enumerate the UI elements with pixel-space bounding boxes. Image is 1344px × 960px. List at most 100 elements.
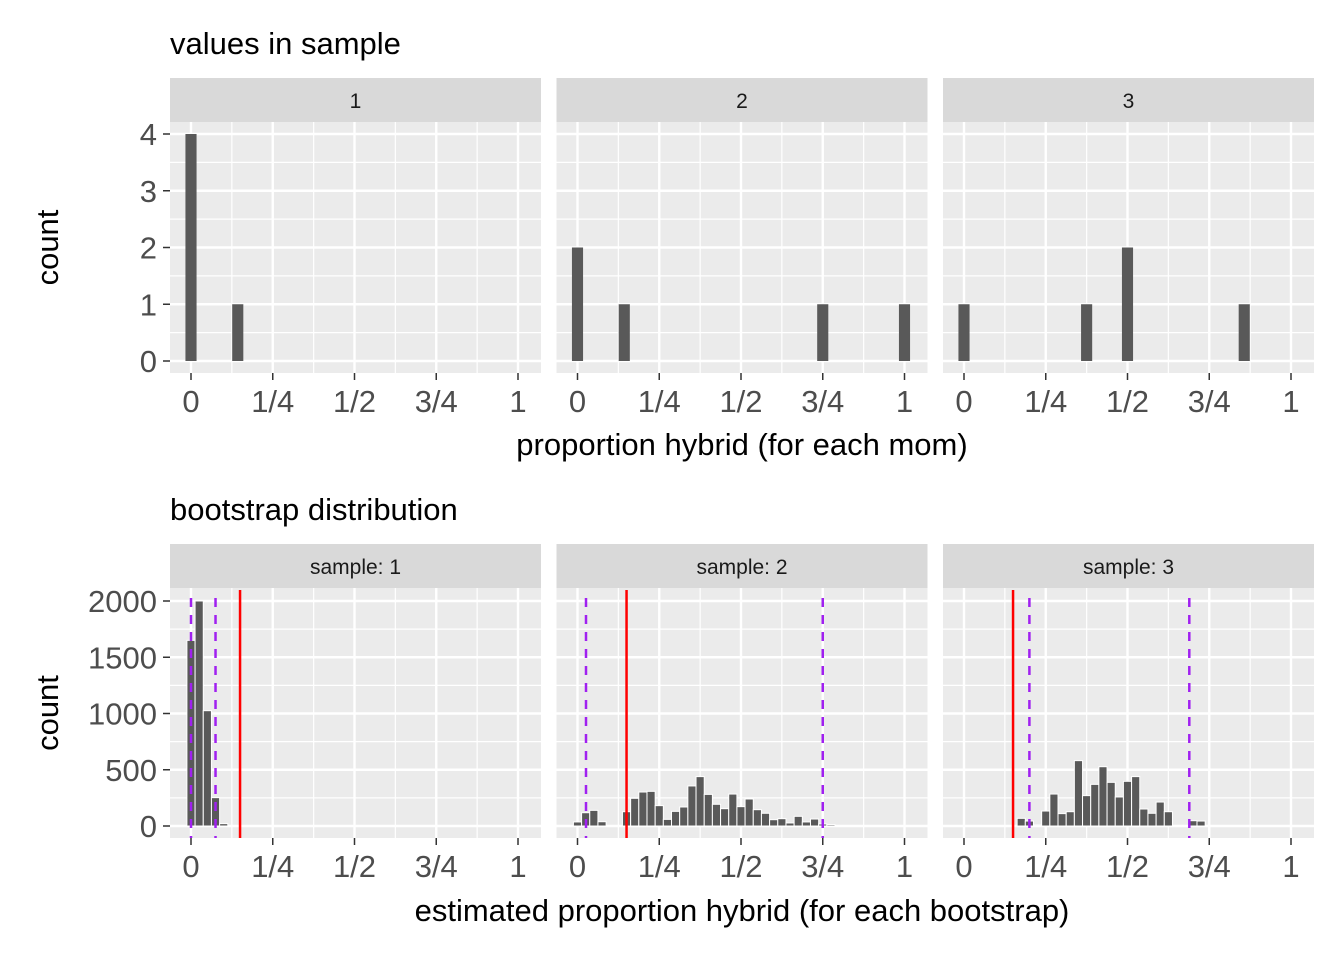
histogram-bar: [679, 806, 689, 827]
x-tick-label: 1/4: [251, 849, 294, 884]
histogram-bar: [728, 793, 738, 827]
y-tick-label: 1500: [88, 640, 157, 675]
facet-strip: [943, 78, 1314, 122]
facet-panel: 1 0 1/4 1/2 3/4 1: [170, 78, 541, 419]
x-tick-label: 1/2: [1106, 849, 1149, 884]
histogram-bar: [185, 134, 197, 361]
histogram-bar: [232, 304, 244, 361]
facet-strip-label: 2: [736, 90, 748, 113]
x-tick-label: 0: [955, 849, 972, 884]
histogram-bar: [769, 819, 779, 827]
histogram-bar: [638, 791, 648, 827]
x-tick-label: 0: [182, 384, 199, 419]
plot-title: bootstrap distribution: [170, 492, 458, 527]
x-tick-label: 1/2: [333, 849, 376, 884]
x-tick-label: 1/2: [719, 849, 762, 884]
histogram-bar: [736, 806, 746, 827]
x-tick-label: 1/4: [1024, 384, 1067, 419]
histogram-bar: [760, 812, 771, 827]
histogram-bar: [1057, 813, 1067, 827]
x-tick-label: 0: [182, 849, 199, 884]
x-axis-title: proportion hybrid (for each mom): [516, 427, 967, 462]
x-tick-label: 1: [1282, 384, 1299, 419]
histogram-bar: [1155, 801, 1165, 827]
histogram-bar: [1147, 812, 1157, 827]
y-axis-title: count: [30, 675, 65, 751]
x-tick-label: 1/4: [638, 384, 681, 419]
x-tick-label: 3/4: [415, 384, 458, 419]
histogram-bar: [1121, 247, 1134, 361]
facet-panel: 2 0 1/4 1/2 3/4 1: [556, 78, 928, 419]
histogram-bar: [671, 810, 681, 827]
facet-strip-label: sample: 3: [1083, 556, 1174, 579]
x-tick-label: 1/2: [333, 384, 376, 419]
histogram-bar: [1016, 817, 1026, 827]
x-tick-label: 3/4: [801, 384, 844, 419]
facet-strip-label: sample: 2: [696, 556, 787, 579]
x-tick-label: 3/4: [801, 849, 844, 884]
histogram-bar: [817, 304, 829, 361]
histogram-bar: [1122, 780, 1133, 827]
histogram-bar: [1049, 793, 1059, 827]
y-axis-title: count: [30, 209, 65, 285]
histogram-bar: [618, 304, 630, 361]
histogram-bar: [859, 824, 869, 827]
histogram-bar: [597, 821, 607, 827]
histogram-bar: [1082, 795, 1092, 827]
histogram-bar: [1090, 783, 1100, 827]
facet-strip: [170, 544, 541, 588]
histogram-bar: [1238, 304, 1250, 361]
histogram-bar: [662, 818, 673, 827]
histogram-bar: [572, 821, 583, 827]
facet-strip: [170, 78, 541, 122]
x-tick-label: 0: [955, 384, 972, 419]
histogram-bar: [1073, 760, 1084, 827]
histogram-bar: [720, 808, 730, 827]
histogram-bar: [571, 247, 584, 361]
y-tick-label: 2: [140, 231, 157, 266]
x-tick-label: 3/4: [415, 849, 458, 884]
histogram-bar: [194, 600, 204, 827]
x-tick-label: 1/4: [638, 849, 681, 884]
facet-strip: [556, 544, 928, 588]
facet-strip-label: 1: [350, 90, 362, 113]
facet-strip-label: 3: [1123, 90, 1135, 113]
histogram-bar: [703, 793, 713, 827]
histogram-bar: [1163, 811, 1173, 827]
facet-strip: [556, 78, 928, 122]
histogram-bar: [809, 818, 820, 827]
x-tick-label: 0: [569, 849, 586, 884]
facet-panel: sample: 3 0 1/4 1/2 3/4 1: [943, 544, 1314, 884]
x-tick-label: 1: [509, 849, 526, 884]
histogram-bar: [219, 823, 229, 827]
histogram-bar: [1131, 776, 1141, 827]
histogram-bar: [589, 809, 599, 827]
facet-panel: sample: 2 0 1/4 1/2 3/4 1: [556, 544, 928, 884]
histogram-bar: [801, 821, 811, 827]
histogram-bar: [777, 818, 787, 827]
x-tick-label: 1: [1282, 849, 1299, 884]
x-tick-label: 0: [569, 384, 586, 419]
histogram-bar: [630, 797, 640, 827]
x-tick-label: 3/4: [1188, 849, 1231, 884]
y-tick-label: 2000: [88, 584, 157, 619]
histogram-bar: [1032, 824, 1043, 827]
histogram-bar: [1139, 808, 1149, 827]
x-tick-label: 1: [896, 384, 913, 419]
histogram-bar: [1098, 766, 1108, 827]
facet-panel: 3 0 1/4 1/2 3/4 1: [943, 78, 1314, 419]
histogram-bar: [826, 824, 836, 827]
y-tick-label: 3: [140, 174, 157, 209]
x-tick-label: 1/2: [1106, 384, 1149, 419]
histogram-bar: [654, 805, 664, 827]
y-tick-label: 1000: [88, 697, 157, 732]
histogram-bar: [1106, 781, 1116, 827]
histogram-bar: [793, 815, 803, 827]
histogram-bar: [744, 798, 754, 827]
y-tick-label: 500: [105, 753, 157, 788]
x-tick-label: 1/4: [1024, 849, 1067, 884]
histogram-bar: [752, 809, 762, 827]
y-tick-label: 0: [140, 344, 157, 379]
x-tick-label: 3/4: [1188, 384, 1231, 419]
